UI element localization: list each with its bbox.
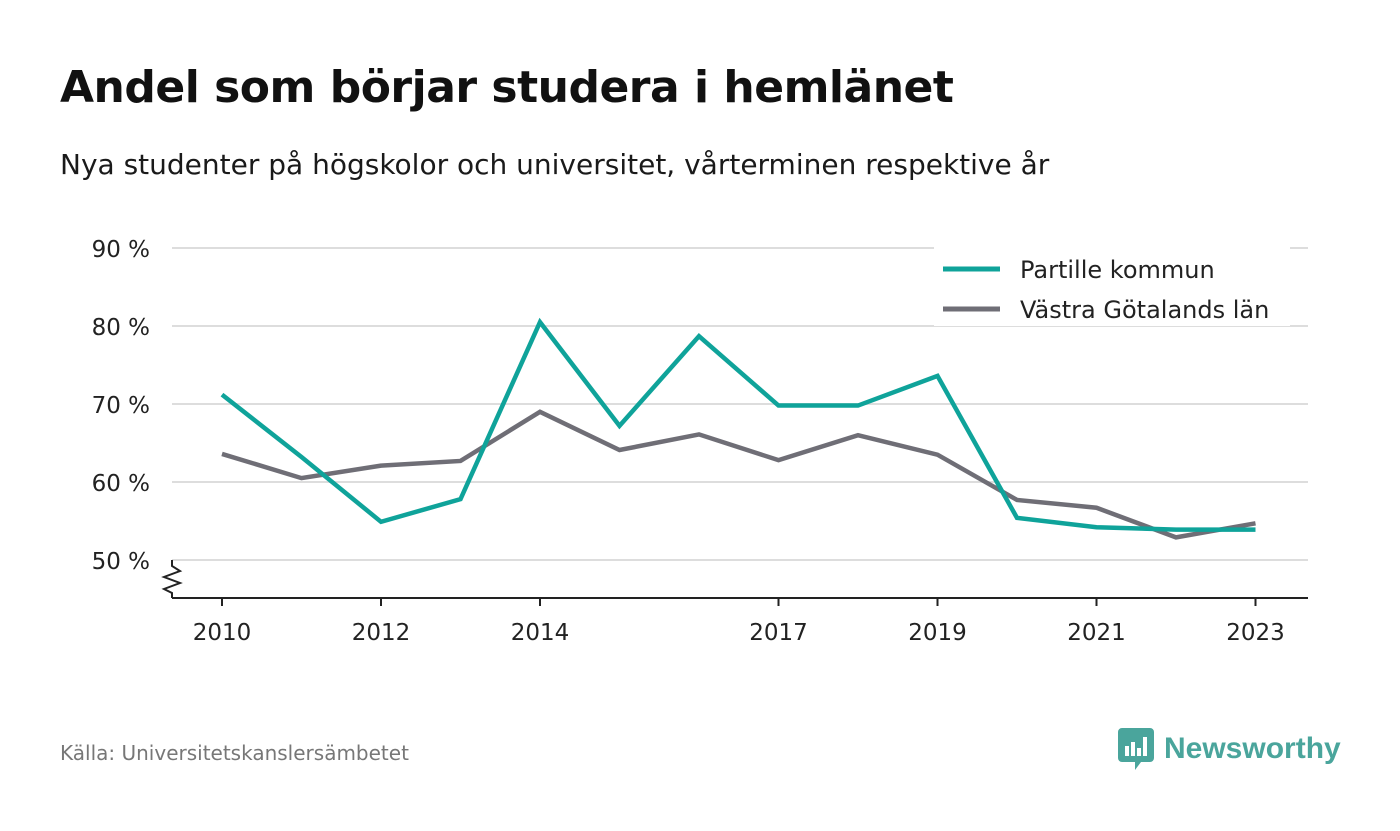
y-tick-label: 90 %: [92, 237, 150, 263]
x-tick-label: 2014: [511, 620, 570, 646]
legend-label: Västra Götalands län: [1020, 296, 1269, 324]
brand-name: Newsworthy: [1164, 732, 1341, 765]
x-tick-label: 2010: [193, 620, 252, 646]
legend-box: [934, 246, 1290, 326]
source-note: Källa: Universitetskanslersämbetet: [60, 741, 409, 765]
series-line-vastra-gotaland: [221, 409, 1256, 540]
y-tick-label: 50 %: [92, 549, 150, 575]
x-tick-label: 2017: [749, 620, 808, 646]
series-line-partille: [220, 317, 1256, 532]
y-tick-label: 60 %: [92, 471, 150, 497]
newsworthy-logo-icon: [1118, 728, 1154, 770]
brand-logo: Newsworthy: [1118, 728, 1341, 770]
line-chart: 50 % 60 % 70 % 80 % 90 % 2010 2012 2014 2017 2019…: [92, 237, 1308, 646]
y-tick-label: 70 %: [92, 393, 150, 419]
chart-subtitle: Nya studenter på högskolor och universit…: [60, 148, 1050, 181]
y-tick-label: 80 %: [92, 315, 150, 341]
chart-title: Andel som börjar studera i hemlänet: [60, 62, 954, 113]
x-tick-label: 2021: [1067, 620, 1126, 646]
x-tick-label: 2023: [1226, 620, 1285, 646]
x-tick-label: 2012: [352, 620, 411, 646]
axis-break-icon: [161, 560, 183, 598]
legend-label: Partille kommun: [1020, 256, 1215, 284]
x-tick-label: 2019: [908, 620, 967, 646]
